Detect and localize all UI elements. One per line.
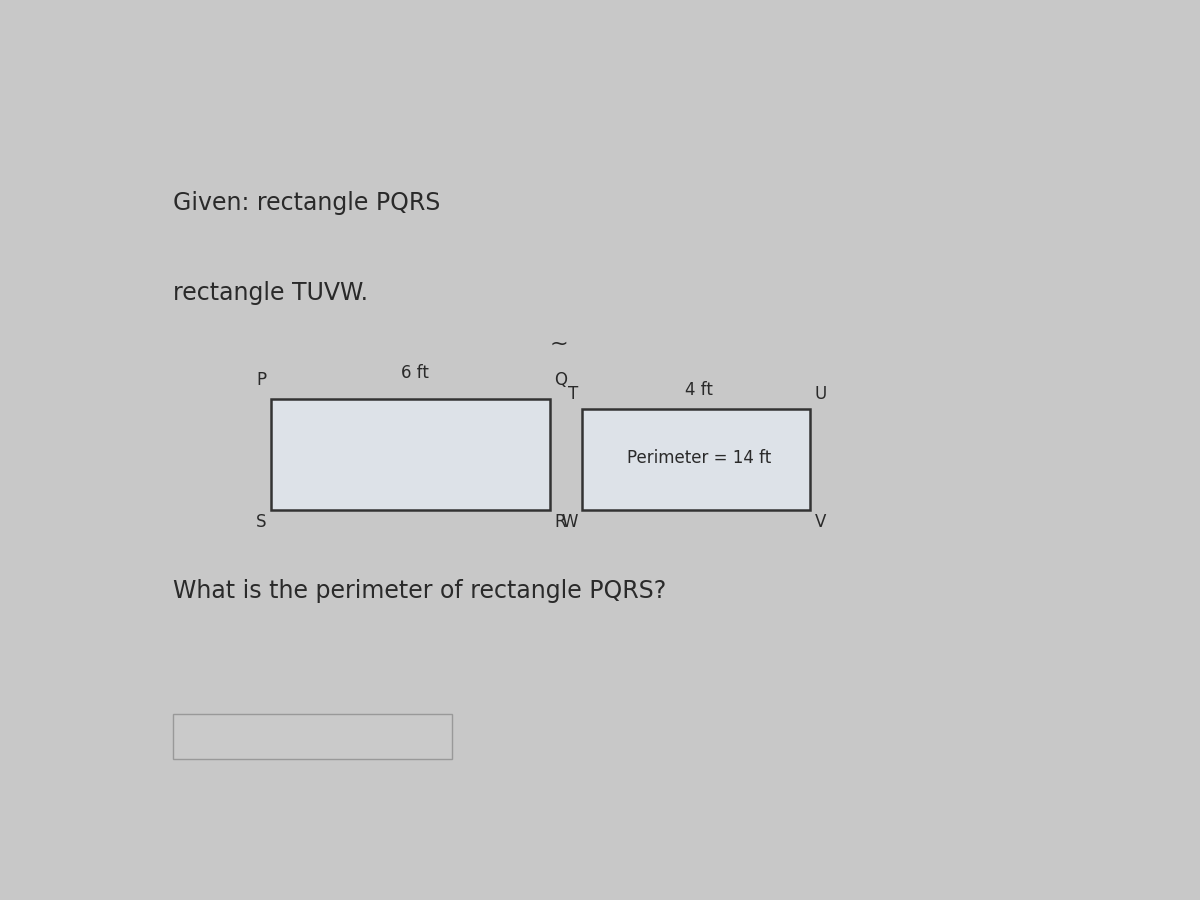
Text: R: R (554, 513, 566, 531)
Text: 4 ft: 4 ft (685, 381, 713, 399)
Text: U: U (815, 384, 827, 402)
Text: S: S (256, 513, 266, 531)
Text: 6 ft: 6 ft (401, 364, 428, 382)
Text: T: T (568, 384, 578, 402)
Text: Perimeter = 14 ft: Perimeter = 14 ft (626, 449, 770, 467)
Text: Given: rectangle PQRS: Given: rectangle PQRS (173, 191, 440, 215)
Text: P: P (256, 371, 266, 389)
Text: ~: ~ (550, 334, 569, 354)
Bar (271, 399, 550, 510)
Text: Q: Q (554, 371, 568, 389)
Bar (582, 410, 810, 510)
Text: W: W (562, 513, 578, 531)
Text: rectangle TUVW.: rectangle TUVW. (173, 281, 368, 305)
Text: V: V (815, 513, 827, 531)
Bar (173, 715, 452, 760)
Text: What is the perimeter of rectangle PQRS?: What is the perimeter of rectangle PQRS? (173, 580, 666, 603)
